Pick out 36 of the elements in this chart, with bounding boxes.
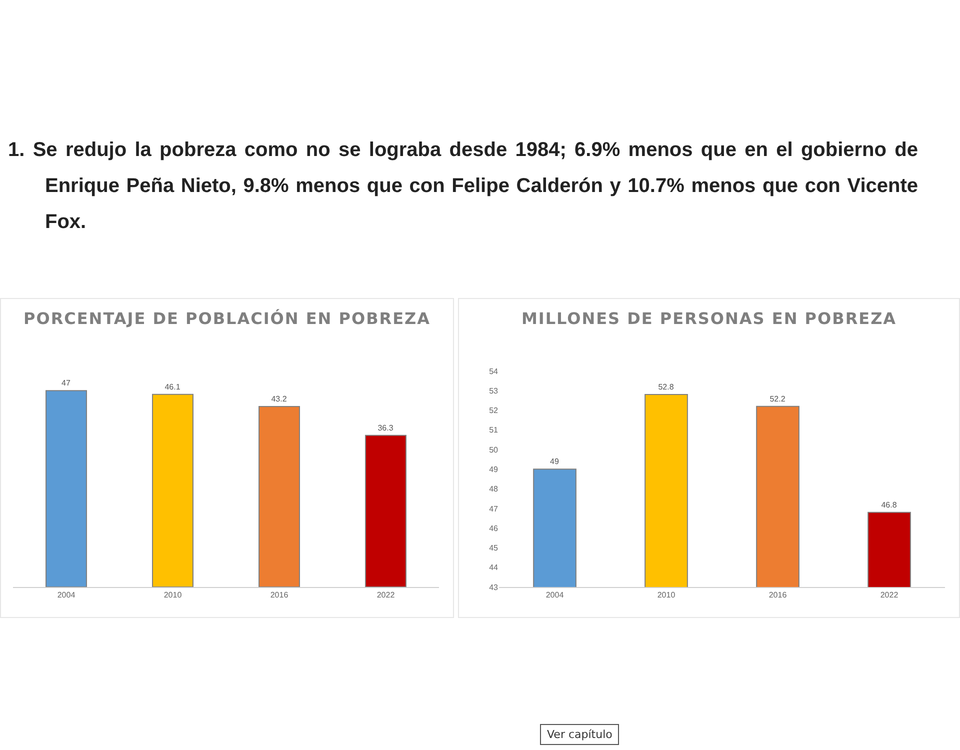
data-label: 52.2: [770, 394, 786, 404]
data-label: 43.2: [271, 394, 288, 404]
x-tick-label: 2016: [768, 590, 788, 600]
text: 1. Se redujo la pobreza como no se lograba desde 1984; 6.9% menos que en el gobierno de Enrique Peña Nieto, 9.8% menos que con Felipe Calderón y 10.7% menos que con Vicente Fox.: [8, 138, 918, 235]
x-tick-label: 2010: [164, 590, 182, 600]
data-label: 49: [550, 457, 560, 466]
data-label: 36.3: [378, 423, 394, 432]
x-tick-label: 2004: [57, 590, 76, 600]
data-label: 46.8: [881, 500, 898, 510]
x-tick-label: 2010: [657, 590, 676, 600]
bar: [365, 434, 406, 587]
y-tick-label: 49: [489, 464, 499, 474]
data-label: 47: [62, 378, 71, 388]
y-tick-label: 48: [489, 484, 499, 494]
text: Ver capítulo: [540, 724, 620, 745]
y-tick-label: 54: [489, 366, 499, 376]
y-tick-label: 46: [489, 524, 499, 533]
chart-title: PORCENTAJE DE POBLACIÓN EN POBREZA: [22, 308, 432, 330]
bar: [46, 390, 87, 587]
y-tick-label: 43: [489, 582, 499, 592]
bar: [152, 394, 194, 587]
y-tick-label: 50: [489, 445, 499, 454]
y-tick-label: 52: [489, 406, 499, 416]
y-tick-label: 45: [489, 544, 499, 553]
y-tick-label: 51: [489, 426, 499, 435]
bar: [258, 406, 300, 587]
x-tick-label: 2022: [880, 590, 899, 600]
data-label: 46.1: [164, 382, 181, 392]
x-tick-label: 2004: [546, 590, 564, 600]
x-tick-label: 2022: [376, 590, 396, 600]
y-tick-label: 44: [489, 563, 499, 572]
chart-title: MILLONES DE PERSONAS EN POBREZA: [520, 308, 898, 330]
y-tick-label: 47: [489, 504, 499, 514]
y-tick-label: 53: [489, 386, 499, 396]
x-tick-label: 2016: [270, 590, 289, 600]
data-label: 52.8: [658, 382, 674, 392]
